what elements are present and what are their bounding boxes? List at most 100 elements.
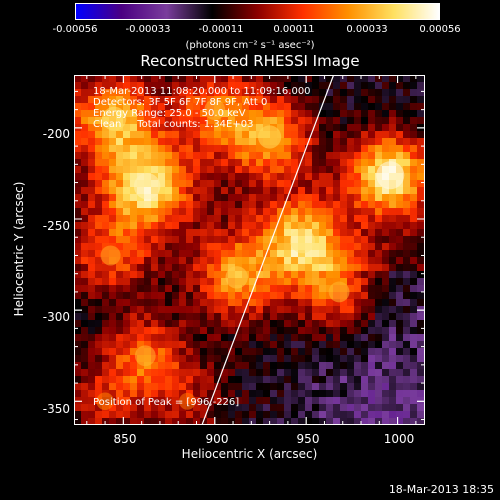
heatmap-cell xyxy=(207,278,215,286)
heatmap-cell xyxy=(123,327,131,335)
heatmap-cell xyxy=(179,264,187,272)
heatmap-cell xyxy=(298,376,306,384)
heatmap-cell xyxy=(270,383,278,391)
heatmap-cell xyxy=(186,341,194,349)
heatmap-cell xyxy=(235,334,243,342)
heatmap-cell xyxy=(312,355,320,363)
heatmap-cell xyxy=(207,187,215,195)
heatmap-cell xyxy=(284,292,292,300)
heatmap-cell xyxy=(158,362,166,370)
heatmap-cell xyxy=(151,89,159,97)
heatmap-cell xyxy=(298,117,306,125)
heatmap-cell xyxy=(207,411,215,419)
heatmap-cell xyxy=(200,173,208,181)
heatmap-cell xyxy=(291,145,299,153)
heatmap-cell xyxy=(263,82,271,90)
heatmap-cell xyxy=(81,404,89,412)
heatmap-cell xyxy=(151,236,159,244)
heatmap-cell xyxy=(396,264,404,272)
heatmap-cell xyxy=(235,306,243,314)
heatmap-cell xyxy=(109,271,117,279)
heatmap-cell xyxy=(193,264,201,272)
heatmap-cell xyxy=(284,250,292,258)
heatmap-cell xyxy=(312,75,320,83)
heatmap-cell xyxy=(389,152,397,160)
heatmap-cell xyxy=(172,257,180,265)
heatmap-cell xyxy=(333,215,341,223)
heatmap-cell xyxy=(249,264,257,272)
heatmap-cell xyxy=(172,215,180,223)
heatmap-cell xyxy=(130,313,138,321)
heatmap-cell xyxy=(200,271,208,279)
heatmap-cell xyxy=(368,285,376,293)
heatmap-cell xyxy=(333,383,341,391)
heatmap-cell xyxy=(158,215,166,223)
heatmap-cell xyxy=(284,145,292,153)
heatmap-cell xyxy=(312,327,320,335)
heatmap-cell xyxy=(151,250,159,258)
heatmap-cell xyxy=(312,194,320,202)
heatmap-cell xyxy=(116,313,124,321)
heatmap-cell xyxy=(382,75,390,83)
heatmap-cell xyxy=(186,285,194,293)
heatmap-cell xyxy=(347,236,355,244)
heatmap-cell xyxy=(123,243,131,251)
heatmap-cell xyxy=(298,166,306,174)
heatmap-cell xyxy=(263,334,271,342)
heatmap-cell xyxy=(193,299,201,307)
heatmap-cell xyxy=(375,103,383,111)
heatmap-cell xyxy=(249,82,257,90)
heatmap-cell xyxy=(214,271,222,279)
heatmap-cell xyxy=(347,285,355,293)
heatmap-cell xyxy=(228,194,236,202)
heatmap-cell xyxy=(277,166,285,174)
heatmap-cell xyxy=(123,376,131,384)
heatmap-cell xyxy=(88,180,96,188)
heatmap-cell xyxy=(123,264,131,272)
y-tick-label: -250 xyxy=(42,219,70,233)
heatmap-cell xyxy=(312,313,320,321)
heatmap-cell xyxy=(179,348,187,356)
heatmap-cell xyxy=(235,243,243,251)
heatmap-cell xyxy=(368,341,376,349)
heatmap-cell xyxy=(417,243,425,251)
heatmap-cell xyxy=(130,215,138,223)
heatmap-cell xyxy=(74,397,82,405)
heatmap-cell xyxy=(347,355,355,363)
heatmap-cell xyxy=(116,75,124,83)
heatmap-cell xyxy=(354,313,362,321)
heatmap-cell xyxy=(151,278,159,286)
heatmap-cell xyxy=(137,257,145,265)
heatmap-cell xyxy=(200,110,208,118)
heatmap-cell xyxy=(200,313,208,321)
heatmap-cell xyxy=(235,355,243,363)
heatmap-cell xyxy=(158,264,166,272)
heatmap-cell xyxy=(123,390,131,398)
heatmap-cell xyxy=(130,404,138,412)
heatmap-cell xyxy=(326,390,334,398)
heatmap-cell xyxy=(221,313,229,321)
heatmap-cell xyxy=(284,383,292,391)
heatmap-cell xyxy=(235,180,243,188)
heatmap-cell xyxy=(242,292,250,300)
heatmap-cell xyxy=(214,117,222,125)
heatmap-cell xyxy=(256,152,264,160)
heatmap-cell xyxy=(417,110,425,118)
heatmap-cell xyxy=(137,82,145,90)
heatmap-cell xyxy=(284,187,292,195)
heatmap-cell xyxy=(396,376,404,384)
heatmap-cell xyxy=(158,89,166,97)
heatmap-cell xyxy=(389,96,397,104)
heatmap-cell xyxy=(298,208,306,216)
heatmap-cell xyxy=(291,250,299,258)
heatmap-cell xyxy=(403,369,411,377)
heatmap-cell xyxy=(137,201,145,209)
heatmap-cell xyxy=(137,89,145,97)
heatmap-cell xyxy=(165,145,173,153)
heatmap-cell xyxy=(354,243,362,251)
heatmap-cell xyxy=(347,159,355,167)
heatmap-cell xyxy=(305,222,313,230)
heatmap-cell xyxy=(305,110,313,118)
heatmap-cell xyxy=(361,271,369,279)
heatmap-cell xyxy=(326,411,334,419)
